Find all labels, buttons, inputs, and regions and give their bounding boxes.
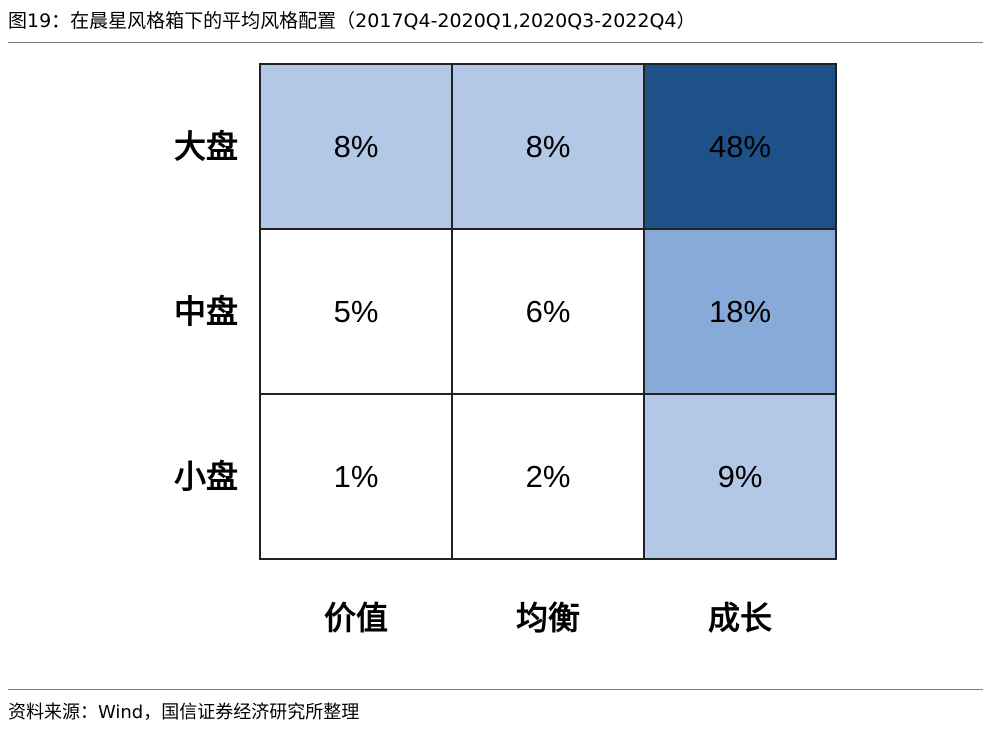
figure-title: 图19：在晨星风格箱下的平均风格配置（2017Q4-2020Q1,2020Q3-… (8, 10, 696, 32)
source-divider (8, 689, 983, 690)
heatmap-cell-r2-c1 (259, 228, 453, 395)
cell-value-label: 5% (334, 294, 379, 329)
column-label: 均衡 (516, 599, 580, 637)
cell-value-label: 1% (334, 459, 379, 494)
heatmap-cell-r3-c3 (643, 393, 837, 560)
heatmap-cells: 8% 8% 48% 5% 6% 18% 1% 2% 9% (259, 63, 837, 560)
heatmap-cell-r3-c1 (259, 393, 453, 560)
row-label: 大盘 (174, 128, 238, 166)
cell-value-label: 18% (709, 294, 771, 329)
column-labels: 价值 均衡 成长 (324, 599, 772, 637)
column-label: 成长 (708, 599, 772, 637)
cell-value-label: 48% (709, 129, 771, 164)
cell-value-label: 6% (526, 294, 571, 329)
heatmap-cell-r1-c2 (451, 63, 645, 230)
title-divider (8, 42, 983, 43)
column-label: 价值 (324, 599, 388, 637)
heatmap-cell-r1-c3 (643, 63, 837, 230)
cell-value-label: 8% (334, 129, 379, 164)
heatmap-cell-r1-c1 (259, 63, 453, 230)
cell-value-label: 2% (526, 459, 571, 494)
row-label: 小盘 (174, 458, 238, 496)
source-note: 资料来源：Wind，国信证券经济研究所整理 (8, 702, 360, 723)
heatmap-cell-r3-c2 (451, 393, 645, 560)
row-label: 中盘 (174, 293, 238, 331)
cell-value-label: 9% (718, 459, 763, 494)
heatmap-cell-r2-c3 (643, 228, 837, 395)
cell-value-label: 8% (526, 129, 571, 164)
